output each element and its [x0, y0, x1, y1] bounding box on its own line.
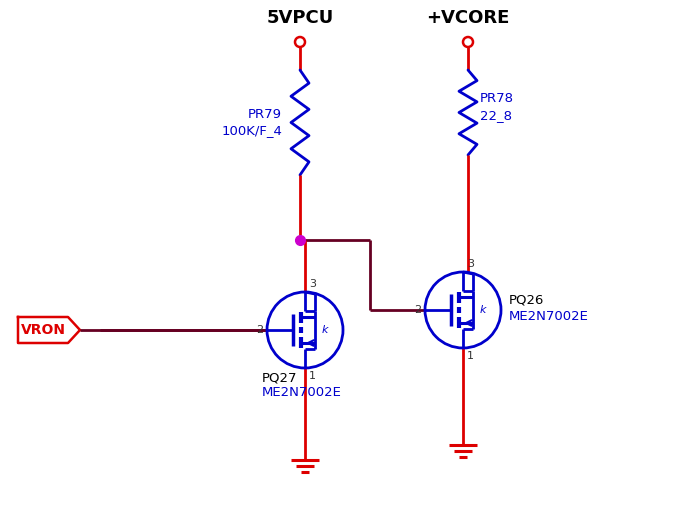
Text: VRON: VRON: [21, 323, 66, 337]
Text: 2: 2: [256, 325, 263, 335]
Text: 5VPCU: 5VPCU: [267, 9, 334, 27]
Text: PQ26: PQ26: [509, 293, 545, 307]
Text: ME2N7002E: ME2N7002E: [509, 309, 589, 323]
Text: PQ27: PQ27: [262, 372, 298, 385]
Text: 2: 2: [414, 305, 421, 315]
Text: 1: 1: [467, 351, 474, 361]
Text: ME2N7002E: ME2N7002E: [262, 386, 342, 398]
Text: 3: 3: [467, 259, 474, 269]
Text: 1: 1: [309, 371, 316, 381]
Text: PR79
100K/F_4: PR79 100K/F_4: [221, 108, 282, 138]
Text: +VCORE: +VCORE: [426, 9, 510, 27]
Text: k: k: [322, 325, 328, 335]
Text: k: k: [480, 305, 486, 315]
Text: PR78
22_8: PR78 22_8: [480, 93, 514, 122]
Text: 3: 3: [309, 279, 316, 289]
